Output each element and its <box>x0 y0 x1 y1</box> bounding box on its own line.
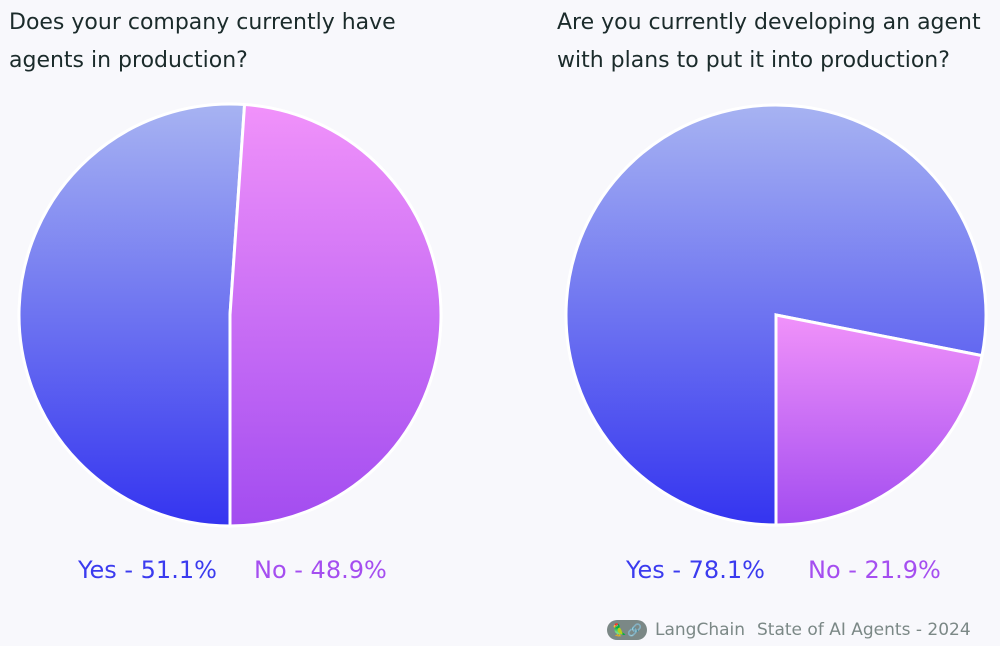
slice-yes-1 <box>17 102 247 528</box>
footer-brand: LangChain <box>655 620 746 640</box>
slice-no-1 <box>228 102 443 528</box>
footer-report: State of AI Agents - 2024 <box>757 620 971 640</box>
footer: 🦜🔗 LangChain State of AI Agents - 2024 <box>607 620 971 640</box>
legend-no-2: No - 21.9% <box>808 556 941 584</box>
slice-no-2 <box>774 313 984 527</box>
legend-yes-1: Yes - 51.1% <box>78 556 217 584</box>
legend-yes-2: Yes - 78.1% <box>626 556 765 584</box>
chart-title-2: Are you currently developing an agent wi… <box>557 10 981 73</box>
parrot-link-icon: 🦜🔗 <box>607 620 647 640</box>
legend-no-1: No - 48.9% <box>254 556 387 584</box>
chart-title-1: Does your company currently have agents … <box>9 10 396 73</box>
